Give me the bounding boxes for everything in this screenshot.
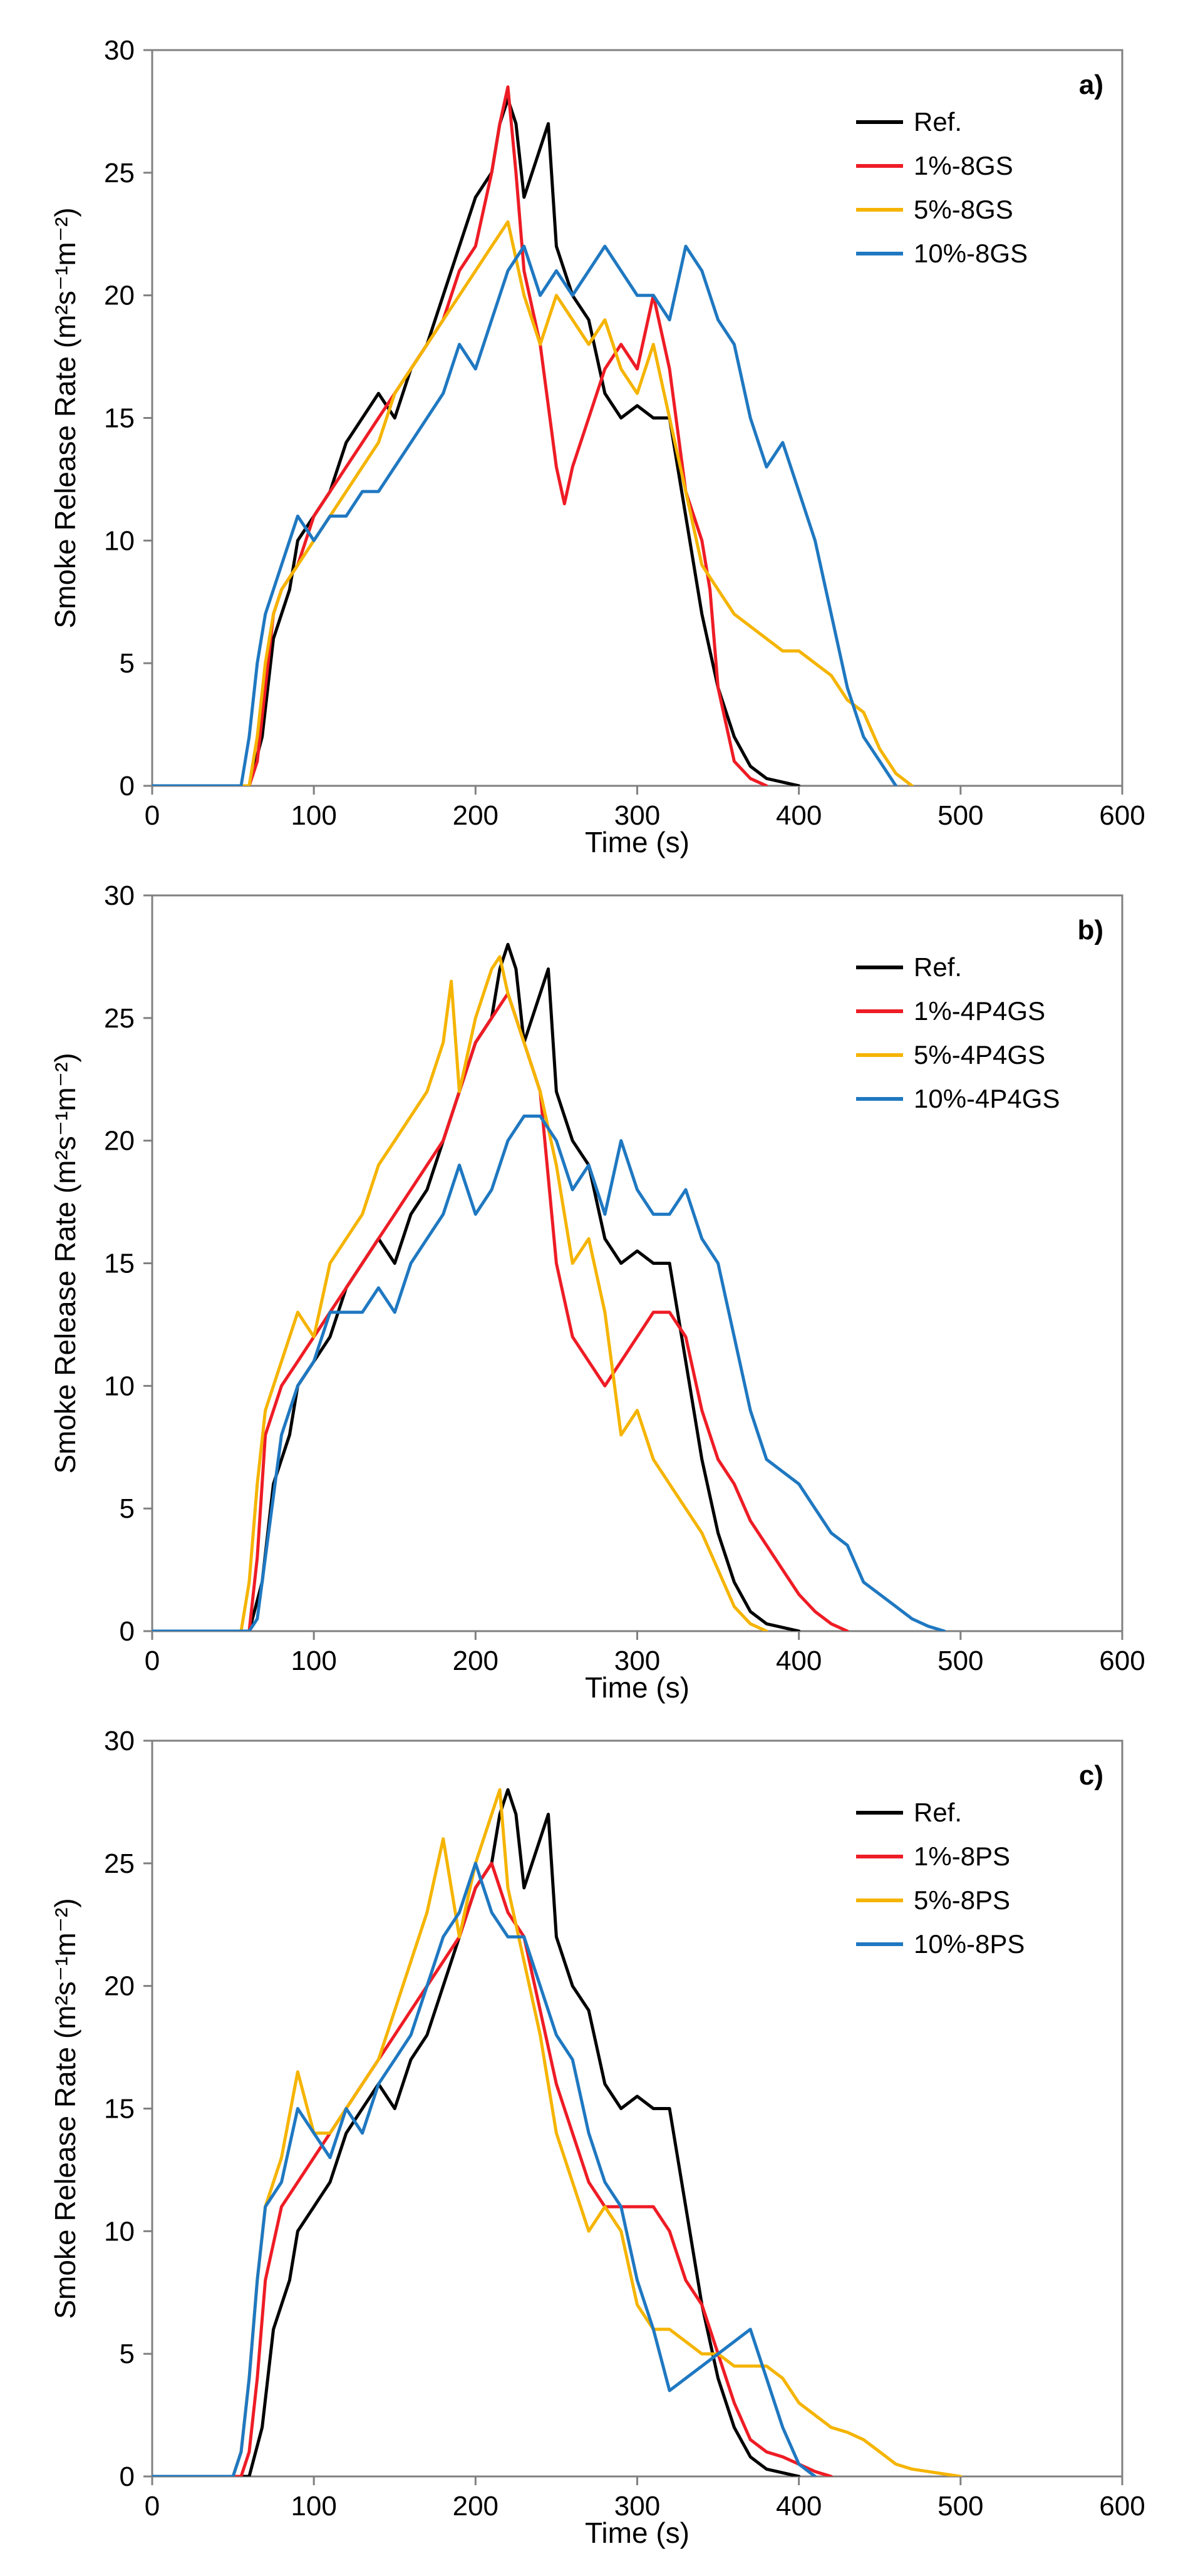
series-line-ref xyxy=(152,1788,801,2476)
y-tick-label: 25 xyxy=(104,1003,135,1034)
y-tick-label: 10 xyxy=(104,1371,135,1401)
series-line-1-4p4gs xyxy=(152,992,849,1631)
legend-label: 1%-8GS xyxy=(914,151,1013,180)
y-axis-title: Smoke Release Rate (m²s⁻¹m⁻²) xyxy=(49,1898,81,2319)
series-line-1-8gs xyxy=(152,85,768,786)
panel-label: a) xyxy=(1079,70,1103,100)
y-tick-label: 5 xyxy=(120,648,135,679)
chart-panel-1: 0 100 200 300 400 500 600 0 5 10 15 20 25 30 Time (s) S… xyxy=(49,35,1145,858)
x-tick-label: 200 xyxy=(453,800,498,831)
legend-label: 5%-4P4GS xyxy=(914,1040,1045,1069)
x-tick-label: 600 xyxy=(1099,1646,1145,1676)
y-tick-label: 25 xyxy=(104,1848,135,1879)
x-tick-label: 400 xyxy=(776,1646,822,1676)
legend: Ref. 1%-4P4GS 5%-4P4GS 10%-4P4GS xyxy=(856,952,1060,1113)
x-axis-title: Time (s) xyxy=(585,826,690,858)
series-line-1-8ps xyxy=(152,1862,833,2476)
y-tick-label: 5 xyxy=(120,2339,135,2369)
series-line-10-8gs xyxy=(152,244,898,786)
x-tick-label: 300 xyxy=(614,2491,660,2522)
y-tick-label: 20 xyxy=(104,1126,135,1157)
legend-label: Ref. xyxy=(914,1798,962,1827)
y-tick-label: 20 xyxy=(104,1971,135,2002)
x-tick-label: 200 xyxy=(453,1646,498,1676)
y-tick-label: 15 xyxy=(104,1249,135,1279)
x-tick-label: 100 xyxy=(291,2491,336,2522)
y-tick-label: 30 xyxy=(104,35,135,66)
y-tick-label: 10 xyxy=(104,525,135,556)
series-line-5-4p4gs xyxy=(152,955,768,1631)
chart-panel-3: 0 100 200 300 400 500 600 0 5 10 15 20 25 30 Time (s) S… xyxy=(49,1726,1145,2549)
chart-panel-2: 0 100 200 300 400 500 600 0 5 10 15 20 25 30 Time (s) S… xyxy=(49,880,1145,1704)
x-tick-label: 0 xyxy=(145,1646,160,1676)
y-tick-label: 15 xyxy=(104,2094,135,2125)
y-tick-label: 0 xyxy=(120,771,135,801)
x-tick-label: 100 xyxy=(291,800,336,831)
legend-label: 10%-8GS xyxy=(914,239,1028,268)
x-tick-label: 100 xyxy=(291,1646,336,1676)
x-tick-label: 300 xyxy=(614,1646,660,1676)
y-axis-title: Smoke Release Rate (m²s⁻¹m⁻²) xyxy=(49,207,81,628)
x-tick-label: 600 xyxy=(1099,2491,1145,2522)
x-tick-label: 0 xyxy=(145,2491,160,2522)
x-tick-label: 300 xyxy=(614,800,660,831)
y-tick-label: 10 xyxy=(104,2216,135,2247)
legend-label: 5%-8GS xyxy=(914,195,1013,224)
legend-label: 10%-8PS xyxy=(914,1929,1025,1959)
y-tick-label: 30 xyxy=(104,1726,135,1756)
x-tick-label: 0 xyxy=(145,800,160,831)
y-tick-label: 25 xyxy=(104,158,135,188)
series-line-10-8ps xyxy=(152,1862,817,2476)
x-tick-label: 500 xyxy=(937,2491,983,2522)
y-tick-label: 0 xyxy=(120,2461,135,2492)
legend: Ref. 1%-8GS 5%-8GS 10%-8GS xyxy=(856,107,1028,268)
y-tick-label: 5 xyxy=(120,1493,135,1524)
x-tick-label: 600 xyxy=(1099,800,1145,831)
y-tick-label: 15 xyxy=(104,403,135,434)
series-line-ref xyxy=(152,97,801,786)
x-tick-label: 500 xyxy=(937,1646,983,1676)
x-tick-label: 500 xyxy=(937,800,983,831)
y-tick-label: 0 xyxy=(120,1616,135,1647)
y-tick-label: 20 xyxy=(104,281,135,311)
x-tick-label: 400 xyxy=(776,2491,822,2522)
panel-label: c) xyxy=(1079,1760,1103,1791)
legend-label: 1%-8PS xyxy=(914,1842,1010,1871)
x-tick-label: 400 xyxy=(776,800,822,831)
legend-label: 1%-4P4GS xyxy=(914,996,1045,1026)
legend: Ref. 1%-8PS 5%-8PS 10%-8PS xyxy=(856,1798,1025,1959)
legend-label: Ref. xyxy=(914,952,962,982)
series-line-5-8ps xyxy=(152,1788,963,2476)
panel-label: b) xyxy=(1077,915,1103,945)
series-line-10-4p4gs xyxy=(152,1115,946,1631)
x-axis-title: Time (s) xyxy=(585,1671,690,1704)
legend-label: 10%-4P4GS xyxy=(914,1084,1060,1113)
y-axis-title: Smoke Release Rate (m²s⁻¹m⁻²) xyxy=(49,1053,81,1473)
legend-label: 5%-8PS xyxy=(914,1885,1010,1915)
y-tick-label: 30 xyxy=(104,880,135,911)
x-axis-title: Time (s) xyxy=(585,2517,690,2549)
legend-label: Ref. xyxy=(914,107,962,137)
x-tick-label: 200 xyxy=(453,2491,498,2522)
